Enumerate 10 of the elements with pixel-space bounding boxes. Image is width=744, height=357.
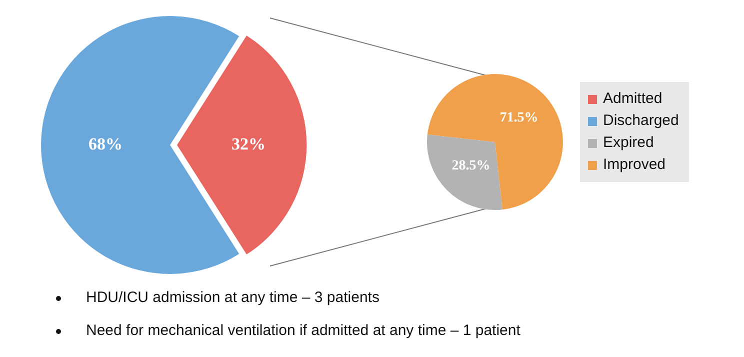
data-label: 28.5% <box>452 158 490 174</box>
data-label: 71.5% <box>500 110 538 126</box>
legend-label: Expired <box>603 133 654 153</box>
legend-label: Improved <box>603 155 666 175</box>
text: HDU/ICU admission at any time – 3 patients <box>86 288 380 308</box>
legend-label: Discharged <box>603 111 679 131</box>
data-label: 68% <box>88 134 122 154</box>
data-label: 32% <box>232 134 266 154</box>
legend-label: Admitted <box>603 89 662 109</box>
text: Need for mechanical ventilation if admitted at any time – 1 patient <box>86 321 520 341</box>
